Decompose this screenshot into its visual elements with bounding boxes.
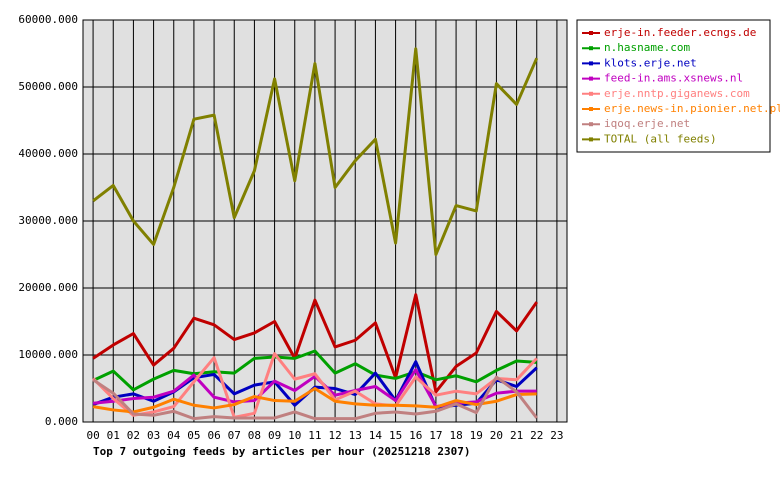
legend-marker — [589, 61, 593, 66]
x-tick-label: 11 — [308, 429, 321, 442]
x-tick-label: 06 — [207, 429, 220, 442]
x-tick-label: 21 — [510, 429, 523, 442]
legend-label: TOTAL (all feeds) — [604, 132, 717, 145]
series-line — [92, 293, 538, 394]
series-line — [92, 352, 538, 419]
legend-box — [576, 19, 771, 153]
x-tick-label: 02 — [127, 429, 140, 442]
x-tick-label: 16 — [409, 429, 422, 442]
series-line — [92, 387, 537, 414]
legend-marker — [589, 91, 593, 96]
y-tick-label: 20000.000 — [18, 281, 78, 294]
x-tick-label: 04 — [167, 429, 181, 442]
x-tick-label: 15 — [389, 429, 402, 442]
x-tick-label: 01 — [107, 429, 120, 442]
y-tick-label: 60000.000 — [18, 13, 78, 26]
x-tick-label: 23 — [550, 429, 563, 442]
y-tick-label: 10000.000 — [18, 348, 78, 361]
y-tick-label: 50000.000 — [18, 80, 78, 93]
legend-label: erje-in.feeder.ecngs.de — [604, 26, 756, 39]
y-tick-label: 30000.000 — [18, 214, 78, 227]
x-tick-label: 22 — [530, 429, 543, 442]
y-tick-label: 40000.000 — [18, 147, 78, 160]
legend-marker — [589, 46, 593, 51]
plot-border — [82, 19, 568, 423]
x-tick-label: 07 — [228, 429, 241, 442]
x-tick-label: 17 — [429, 429, 442, 442]
x-tick-label: 09 — [268, 429, 281, 442]
x-tick-label: 00 — [86, 429, 99, 442]
legend-label: erje.news-in.pionier.net.pl — [604, 102, 780, 115]
x-tick-label: 05 — [187, 429, 200, 442]
x-tick-label: 20 — [490, 429, 503, 442]
legend-label: iqoq.erje.net — [604, 117, 690, 130]
x-tick-label: 03 — [147, 429, 160, 442]
y-tick-label: 0.000 — [45, 415, 78, 428]
legend-label: klots.erje.net — [604, 56, 697, 69]
series-line — [92, 47, 539, 256]
series-line — [92, 349, 537, 392]
legend-label: n.hasname.com — [604, 41, 690, 54]
legend-marker — [589, 122, 593, 127]
x-tick-label: 10 — [288, 429, 301, 442]
x-tick-label: 13 — [349, 429, 362, 442]
x-tick-label: 18 — [449, 429, 462, 442]
x-tick-label: 08 — [248, 429, 261, 442]
legend-marker — [589, 76, 593, 81]
x-tick-label: 19 — [470, 429, 483, 442]
legend-marker — [589, 137, 593, 142]
x-tick-label: 12 — [328, 429, 341, 442]
legend-marker — [589, 31, 593, 35]
legend-label: erje.nntp.giganews.com — [604, 87, 750, 100]
x-tick-label: 14 — [369, 429, 383, 442]
legend-label: feed-in.ams.xsnews.nl — [604, 72, 743, 85]
legend-marker — [589, 107, 593, 111]
series-line — [92, 375, 538, 421]
chart-title: Top 7 outgoing feeds by articles per hou… — [93, 445, 471, 458]
